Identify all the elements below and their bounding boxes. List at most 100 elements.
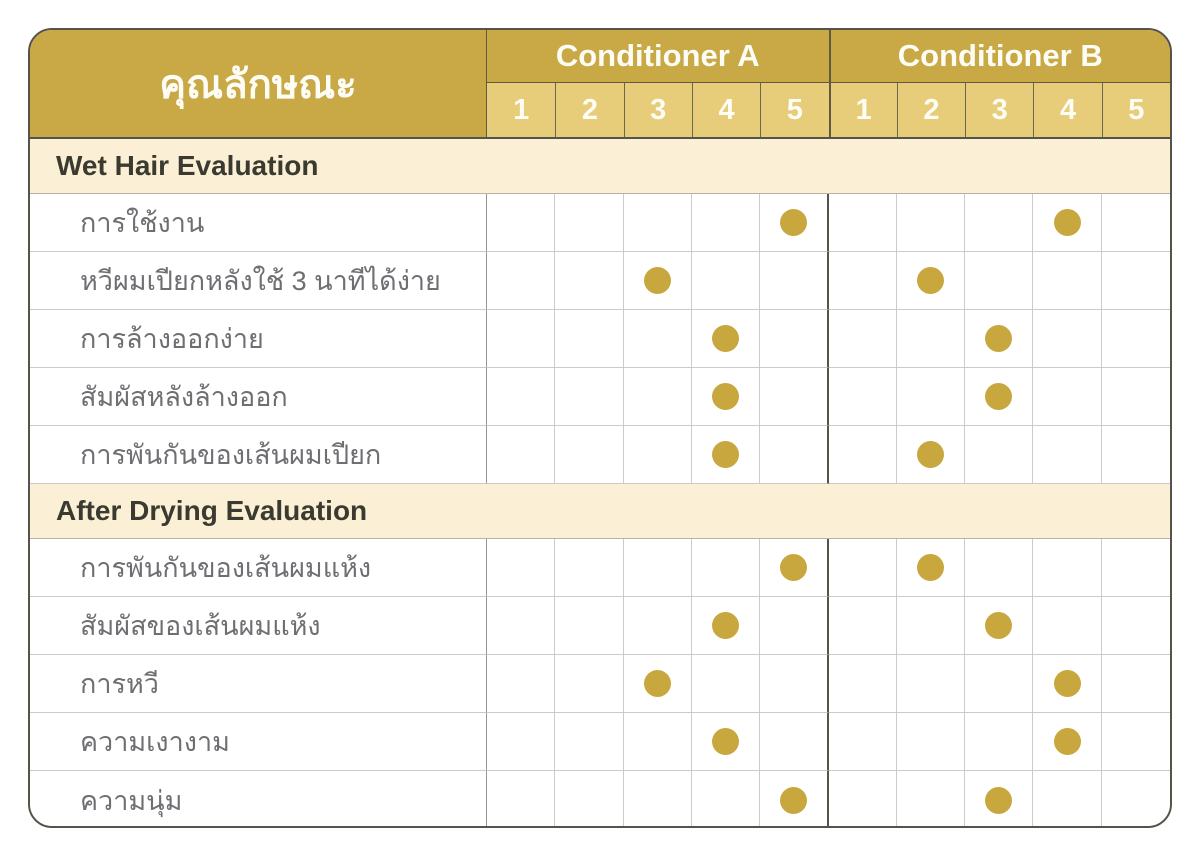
rating-cell-a2 bbox=[555, 771, 624, 826]
row-label: การหวี bbox=[30, 655, 487, 713]
rating-cell-b2 bbox=[896, 597, 966, 655]
row-label: สัมผัสหลังล้างออก bbox=[30, 368, 487, 426]
rating-dot bbox=[779, 209, 807, 236]
rating-cell-a3 bbox=[623, 713, 692, 771]
rating-dot bbox=[916, 441, 944, 468]
scale-cell-a3: 3 bbox=[623, 83, 692, 137]
rating-cell-b1 bbox=[828, 713, 897, 771]
rating-dot bbox=[916, 554, 944, 581]
row-label: การล้างออกง่าย bbox=[30, 310, 487, 368]
rating-dot bbox=[712, 441, 740, 468]
row-label: การพันกันของเส้นผมแห้ง bbox=[30, 539, 487, 597]
rating-cell-a1 bbox=[487, 713, 556, 771]
rating-cell-b3 bbox=[965, 771, 1034, 826]
rating-cell-b4 bbox=[1033, 655, 1102, 713]
table-row: การใช้งาน bbox=[30, 194, 1170, 252]
rating-cell-a4 bbox=[691, 194, 761, 252]
rating-dot bbox=[779, 554, 807, 581]
section-header-after-drying: After Drying Evaluation bbox=[30, 484, 1170, 539]
rating-cell-a2 bbox=[555, 655, 624, 713]
rating-cell-b2 bbox=[896, 310, 966, 368]
attribute-column-header: คุณลักษณะ bbox=[30, 30, 487, 137]
rating-cell-b2 bbox=[896, 539, 966, 597]
rating-dot bbox=[779, 786, 807, 814]
scale-cell-b1: 1 bbox=[828, 83, 897, 137]
rating-cell-b2 bbox=[896, 368, 966, 426]
rating-cell-b2 bbox=[896, 194, 966, 252]
table-row: การหวี bbox=[30, 655, 1170, 713]
row-label: การใช้งาน bbox=[30, 194, 487, 252]
rating-cell-a1 bbox=[487, 368, 556, 426]
rating-cell-a3 bbox=[623, 310, 692, 368]
row-label: ความนุ่ม bbox=[30, 771, 487, 826]
rating-cell-a3 bbox=[624, 771, 692, 826]
rating-cell-b3 bbox=[965, 426, 1034, 484]
row-label: ความเงางาม bbox=[30, 713, 487, 771]
table-row: ความเงางาม bbox=[30, 713, 1170, 771]
rating-cell-b4 bbox=[1033, 597, 1102, 655]
rating-dot bbox=[985, 612, 1013, 639]
rating-cell-a1 bbox=[487, 597, 556, 655]
row-label: การพันกันของเส้นผมเปียก bbox=[30, 426, 487, 484]
conditioner-a-header: Conditioner A bbox=[487, 30, 829, 83]
rating-cell-b2 bbox=[896, 713, 966, 771]
rating-cell-b4 bbox=[1033, 539, 1102, 597]
rating-cell-a1 bbox=[487, 194, 556, 252]
rating-dot bbox=[1053, 670, 1081, 697]
rating-cell-a2 bbox=[555, 310, 624, 368]
rating-cell-a1 bbox=[487, 252, 556, 310]
rating-cell-a5 bbox=[760, 426, 829, 484]
table-row: การพันกันของเส้นผมเปียก bbox=[30, 426, 1170, 484]
rating-dot bbox=[712, 612, 740, 639]
row-label: สัมผัสของเส้นผมแห้ง bbox=[30, 597, 487, 655]
rating-cell-b4 bbox=[1033, 368, 1102, 426]
scale-cell-a4: 4 bbox=[691, 83, 761, 137]
rating-dot bbox=[1053, 209, 1081, 236]
rating-cell-b4 bbox=[1033, 310, 1102, 368]
rating-cell-a4 bbox=[691, 539, 761, 597]
rating-cell-b4 bbox=[1033, 713, 1102, 771]
rating-dot bbox=[985, 786, 1013, 814]
rating-cell-a1 bbox=[487, 310, 556, 368]
rating-cell-a2 bbox=[555, 539, 624, 597]
rating-cell-a4 bbox=[691, 655, 761, 713]
rating-cell-b1 bbox=[828, 310, 897, 368]
rating-dot bbox=[985, 325, 1013, 352]
rating-cell-b5 bbox=[1101, 368, 1170, 426]
rating-cell-b4 bbox=[1033, 194, 1102, 252]
rating-cell-a5 bbox=[760, 368, 829, 426]
rating-cell-a2 bbox=[555, 713, 624, 771]
rating-dot bbox=[643, 670, 671, 697]
rating-dot bbox=[712, 728, 740, 755]
rating-cell-a3 bbox=[623, 426, 692, 484]
rating-cell-a3 bbox=[623, 597, 692, 655]
rating-cell-a4 bbox=[691, 252, 761, 310]
rating-cell-a3 bbox=[623, 655, 692, 713]
rating-cell-a2 bbox=[555, 597, 624, 655]
rating-cell-b1 bbox=[829, 771, 897, 826]
rating-cell-b5 bbox=[1102, 771, 1170, 826]
rating-cell-a2 bbox=[555, 368, 624, 426]
rating-cell-a4 bbox=[691, 368, 761, 426]
rating-cell-a1 bbox=[487, 655, 556, 713]
rating-cell-a4 bbox=[691, 426, 761, 484]
rating-cell-b2 bbox=[896, 252, 966, 310]
rating-cell-b1 bbox=[828, 194, 897, 252]
rating-cell-a5 bbox=[760, 194, 829, 252]
rating-cell-a5 bbox=[760, 713, 829, 771]
rating-cell-a3 bbox=[623, 539, 692, 597]
rating-dot bbox=[916, 267, 944, 294]
rating-dot bbox=[1053, 728, 1081, 755]
rating-cell-a2 bbox=[555, 426, 624, 484]
scale-cell-b5: 5 bbox=[1101, 83, 1170, 137]
rating-cell-b5 bbox=[1101, 194, 1170, 252]
rating-cell-b5 bbox=[1101, 310, 1170, 368]
scale-cell-a1: 1 bbox=[487, 83, 556, 137]
rating-cell-a4 bbox=[692, 771, 761, 826]
rating-cell-a2 bbox=[555, 252, 624, 310]
section-header-wet-hair: Wet Hair Evaluation bbox=[30, 139, 1170, 194]
scale-cell-b3: 3 bbox=[965, 83, 1034, 137]
scale-cell-a2: 2 bbox=[555, 83, 624, 137]
rating-cell-b1 bbox=[828, 368, 897, 426]
rating-cell-a3 bbox=[623, 252, 692, 310]
